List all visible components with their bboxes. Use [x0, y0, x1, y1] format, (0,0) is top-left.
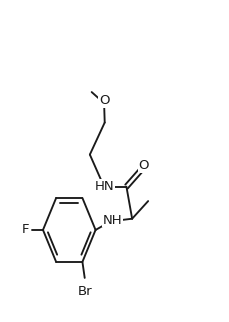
Text: Br: Br	[78, 286, 92, 298]
Text: NH: NH	[102, 214, 122, 227]
Text: HN: HN	[95, 180, 114, 193]
Text: O: O	[138, 159, 148, 172]
Text: F: F	[22, 223, 30, 236]
Text: O: O	[98, 94, 109, 107]
